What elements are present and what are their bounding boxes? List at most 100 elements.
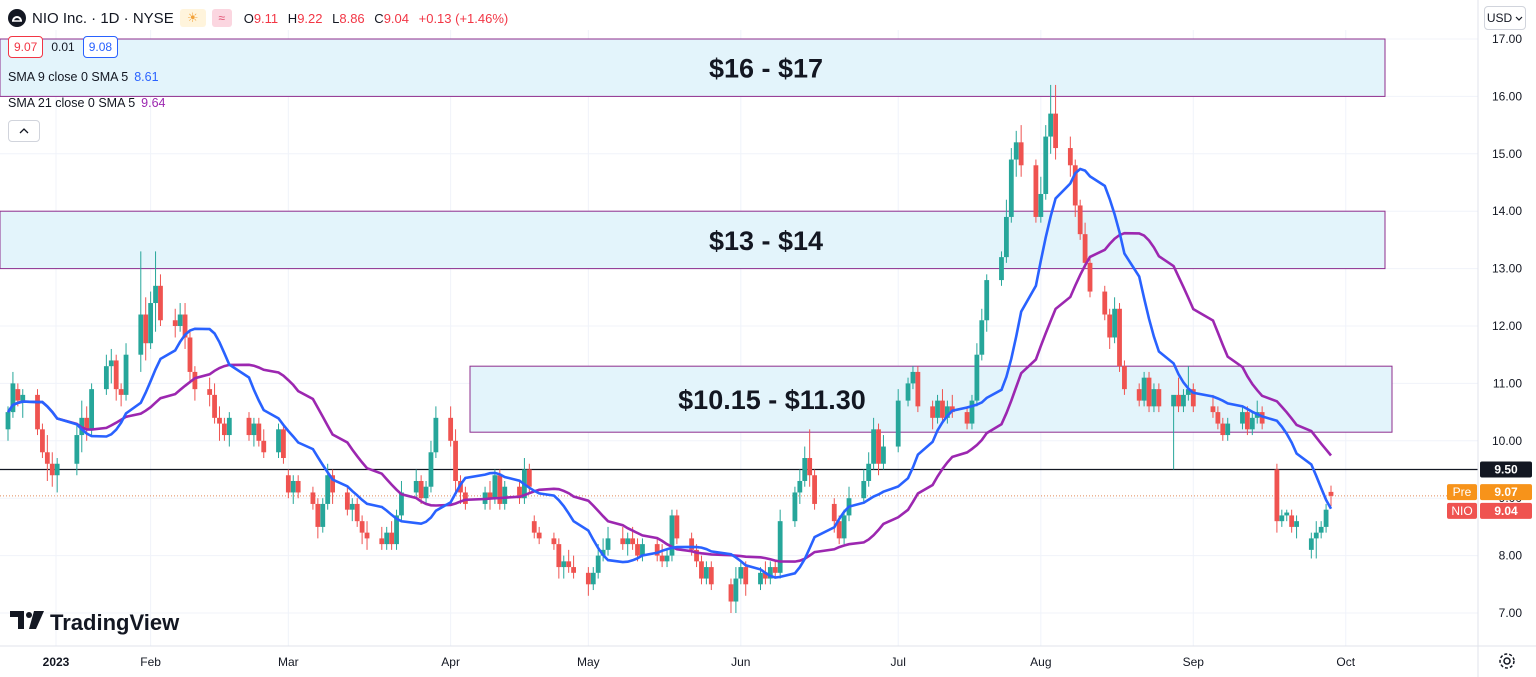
candle[interactable] xyxy=(389,521,395,550)
candle[interactable] xyxy=(861,469,867,504)
candle[interactable] xyxy=(320,498,326,533)
candle[interactable] xyxy=(1220,417,1226,441)
candle[interactable] xyxy=(84,406,90,441)
candle[interactable] xyxy=(949,394,955,418)
candle[interactable] xyxy=(664,549,670,568)
candle[interactable] xyxy=(1053,84,1058,160)
candle[interactable] xyxy=(772,561,778,579)
candle[interactable] xyxy=(344,486,350,516)
candle[interactable] xyxy=(428,440,434,493)
price-zone-box[interactable] xyxy=(0,210,1386,270)
candle[interactable] xyxy=(364,521,370,550)
candle[interactable] xyxy=(969,394,975,430)
candle[interactable] xyxy=(585,567,591,596)
candle[interactable] xyxy=(1117,303,1122,372)
candle[interactable] xyxy=(384,526,390,550)
candle[interactable] xyxy=(792,486,798,527)
candle[interactable] xyxy=(1240,406,1245,430)
buy-price-button[interactable]: 9.08 xyxy=(82,36,119,58)
candle[interactable] xyxy=(1328,485,1334,507)
candle[interactable] xyxy=(1146,371,1152,413)
candle[interactable] xyxy=(54,458,60,493)
candle[interactable] xyxy=(394,509,399,550)
candle[interactable] xyxy=(659,544,665,568)
candle[interactable] xyxy=(448,406,454,447)
candle[interactable] xyxy=(866,452,872,487)
candle[interactable] xyxy=(285,469,291,499)
candle[interactable] xyxy=(330,469,336,504)
candle[interactable] xyxy=(910,366,916,390)
tradingview-logo[interactable]: TradingView xyxy=(10,610,179,636)
candle[interactable] xyxy=(1082,222,1088,269)
candle[interactable] xyxy=(777,509,783,579)
candle[interactable] xyxy=(1259,406,1265,430)
candle[interactable] xyxy=(944,400,950,424)
price-axis-background[interactable] xyxy=(1478,0,1536,677)
candle[interactable] xyxy=(418,475,424,504)
candle[interactable] xyxy=(590,567,596,591)
symbol-title[interactable]: NIO Inc. · 1D · NYSE xyxy=(32,9,174,27)
candle[interactable] xyxy=(1294,515,1299,539)
candle[interactable] xyxy=(1185,366,1191,401)
candle[interactable] xyxy=(743,561,749,596)
candle[interactable] xyxy=(846,486,852,522)
candle[interactable] xyxy=(733,567,739,613)
candle[interactable] xyxy=(108,348,114,384)
candle[interactable] xyxy=(379,526,385,550)
candle[interactable] xyxy=(674,509,680,545)
candle[interactable] xyxy=(251,417,257,447)
candle[interactable] xyxy=(556,538,562,579)
candle[interactable] xyxy=(999,251,1004,286)
candle[interactable] xyxy=(964,406,970,430)
candle[interactable] xyxy=(20,389,26,418)
candle[interactable] xyxy=(797,469,803,504)
candle[interactable] xyxy=(1308,532,1314,559)
candle[interactable] xyxy=(1077,199,1083,240)
candle[interactable] xyxy=(536,526,542,545)
candle[interactable] xyxy=(871,417,877,470)
candle[interactable] xyxy=(212,383,217,424)
candle[interactable] xyxy=(123,343,129,401)
candle[interactable] xyxy=(1215,406,1221,430)
candle[interactable] xyxy=(1067,136,1073,177)
candle[interactable] xyxy=(502,480,508,510)
candle[interactable] xyxy=(354,498,360,527)
candle[interactable] xyxy=(551,532,557,550)
candle[interactable] xyxy=(1249,412,1255,436)
candle[interactable] xyxy=(895,389,901,453)
candle[interactable] xyxy=(187,331,193,384)
candle[interactable] xyxy=(281,423,286,464)
candle[interactable] xyxy=(1318,521,1324,539)
candle[interactable] xyxy=(905,377,911,407)
candle[interactable] xyxy=(728,578,734,613)
candle[interactable] xyxy=(1323,503,1329,533)
candle[interactable] xyxy=(1038,176,1044,223)
candle[interactable] xyxy=(295,475,301,499)
candle[interactable] xyxy=(256,417,262,447)
candle[interactable] xyxy=(74,423,80,476)
candle[interactable] xyxy=(876,423,881,476)
candle[interactable] xyxy=(1181,389,1186,413)
candle[interactable] xyxy=(566,549,572,573)
candle[interactable] xyxy=(1279,509,1285,527)
candle[interactable] xyxy=(1087,257,1093,298)
candle[interactable] xyxy=(600,538,606,562)
candle[interactable] xyxy=(1313,521,1319,559)
candle[interactable] xyxy=(1284,509,1290,522)
candle[interactable] xyxy=(172,308,178,338)
candle[interactable] xyxy=(984,274,990,332)
candle[interactable] xyxy=(669,509,675,562)
candle[interactable] xyxy=(143,297,149,361)
candle[interactable] xyxy=(118,383,124,407)
candle[interactable] xyxy=(1274,463,1280,533)
candle[interactable] xyxy=(517,480,522,504)
candle[interactable] xyxy=(1013,130,1019,177)
candle[interactable] xyxy=(1171,394,1177,470)
candle[interactable] xyxy=(44,435,50,481)
candle[interactable] xyxy=(207,377,213,407)
candle[interactable] xyxy=(1003,199,1009,263)
candle[interactable] xyxy=(177,303,183,332)
candle[interactable] xyxy=(605,526,611,556)
candle[interactable] xyxy=(522,458,527,504)
candle[interactable] xyxy=(1112,297,1117,344)
